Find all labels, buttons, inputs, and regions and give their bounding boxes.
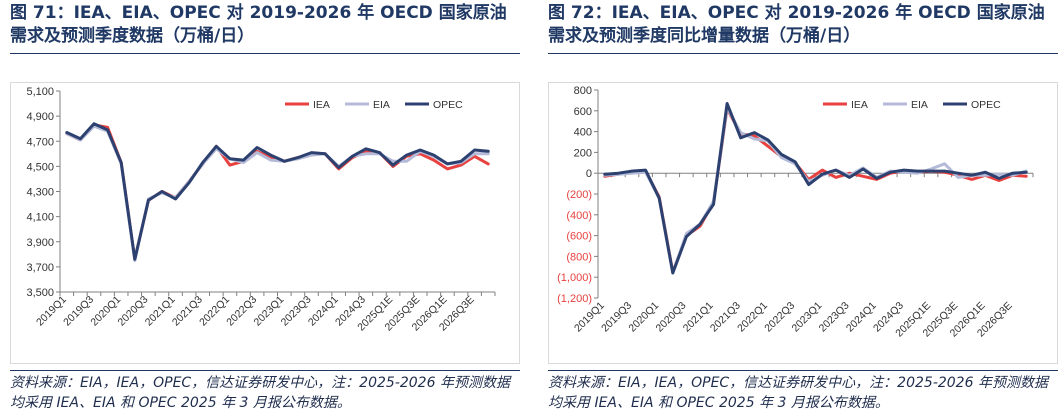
y-tick-label: (400) [566,210,592,222]
legend-label: OPEC [971,99,1001,111]
chart-frame [548,82,1058,364]
y-tick-label: (1,200) [557,293,592,305]
chart-frame [10,82,520,364]
y-tick-label: 4,700 [26,136,54,148]
y-tick-label: 3,700 [26,262,54,274]
series-line-iea [65,123,490,261]
series-line-eia [65,124,490,263]
title-divider [548,53,1058,54]
source-note: 资料来源：EIA，IEA，OPEC，信达证券研发中心，注：2025-2026 年… [548,375,1048,411]
y-tick-label: 5,100 [26,86,54,98]
y-tick-label: 3,900 [26,237,54,249]
chart-panel-left: 图 71：IEA、EIA、OPEC 对 2019-2026 年 OECD 国家原… [10,0,530,417]
y-tick-label: (1,000) [557,272,592,284]
legend-label: IEA [313,99,330,111]
legend-label: EIA [373,99,390,111]
y-tick-label: 4,100 [26,212,54,224]
y-tick-label: 600 [574,106,592,118]
series-line-opec [65,122,490,261]
y-tick-label: 400 [574,127,592,139]
y-tick-label: 800 [574,85,592,97]
source-divider [10,370,520,371]
y-tick-label: (800) [566,251,592,263]
chart-title: 图 72：IEA、EIA、OPEC 对 2019-2026 年 OECD 国家原… [548,3,1045,46]
chart-panel-right: 图 72：IEA、EIA、OPEC 对 2019-2026 年 OECD 国家原… [548,0,1060,417]
demand-line-chart: 3,500 3,700 3,900 4,100 4,300 4,500 4,700 4,900… [10,82,520,364]
y-tick-label: 200 [574,147,592,159]
yoy-change-line-chart: (1,200) (1,000) (800) (600) (400) (200) 0 200 40… [548,82,1058,364]
source-divider [548,370,1058,371]
y-tick-label: 0 [586,168,592,180]
legend-label: OPEC [433,99,463,111]
y-tick-label: 3,500 [26,287,54,299]
chart-title: 图 71：IEA、EIA、OPEC 对 2019-2026 年 OECD 国家原… [10,3,507,46]
legend-label: EIA [911,99,928,111]
source-note: 资料来源：EIA，IEA，OPEC，信达证券研发中心，注：2025-2026 年… [10,375,510,411]
y-tick-label: 4,500 [26,161,54,173]
y-tick-label: 4,300 [26,187,54,199]
y-tick-label: (200) [566,189,592,201]
y-tick-label: 4,900 [26,111,54,123]
series-line-opec [603,102,1028,275]
title-divider [10,53,520,54]
y-tick-label: (600) [566,231,592,243]
legend-label: IEA [851,99,868,111]
